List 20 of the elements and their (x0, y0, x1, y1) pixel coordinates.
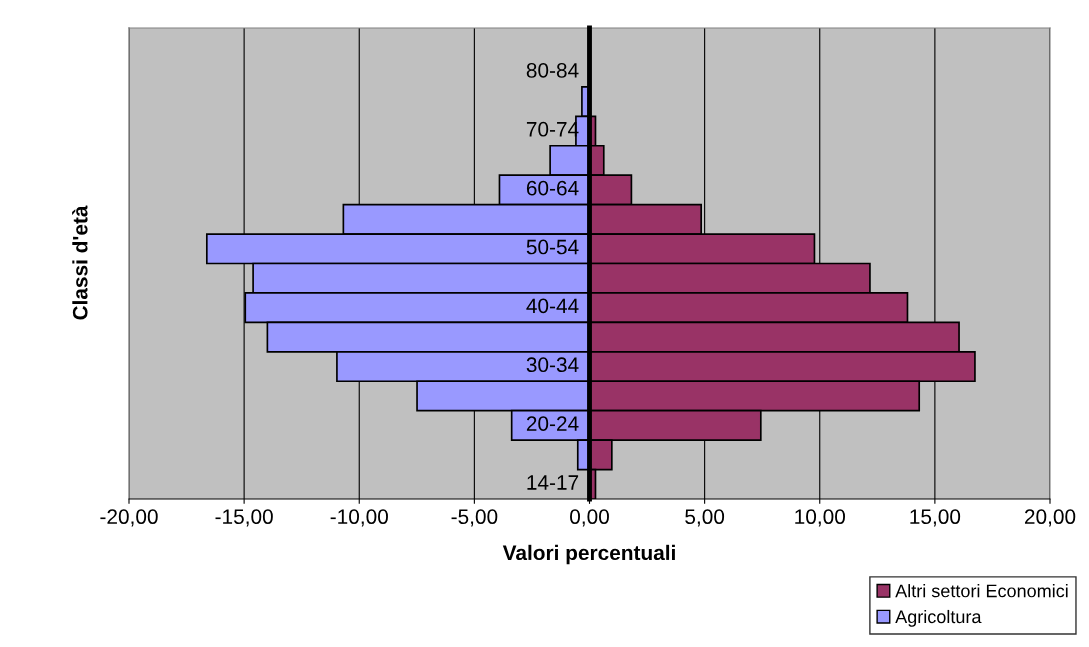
y-tick-label: 40-44 (526, 298, 579, 314)
y-axis-title: Classi d'età (72, 205, 88, 320)
y-tick-label: 30-34 (526, 357, 579, 373)
x-tick-label: 15,00 (910, 509, 961, 527)
legend-label: Altri settori Economici (895, 584, 1068, 598)
y-tick-label: 60-64 (526, 180, 579, 196)
x-tick-label: 20,00 (1024, 509, 1076, 527)
y-tick-label: 14-17 (527, 475, 579, 490)
x-tick-label: -5,00 (451, 509, 498, 527)
legend-label: Agricoltura (895, 609, 982, 627)
x-tick-label: 10,00 (795, 509, 845, 527)
x-tick-label: -20,00 (100, 509, 158, 527)
x-tick-label: -10,00 (330, 509, 388, 527)
x-tick-label: 0,00 (570, 509, 609, 527)
x-axis-title: Valori percentuali (502, 544, 675, 565)
y-tick-label: 20-24 (526, 416, 579, 431)
x-tick-label: -15,00 (215, 509, 273, 527)
y-tick-label: 80-84 (526, 63, 579, 78)
y-tick-label: 50-54 (526, 239, 579, 255)
x-tick-label: 5,00 (685, 509, 725, 527)
